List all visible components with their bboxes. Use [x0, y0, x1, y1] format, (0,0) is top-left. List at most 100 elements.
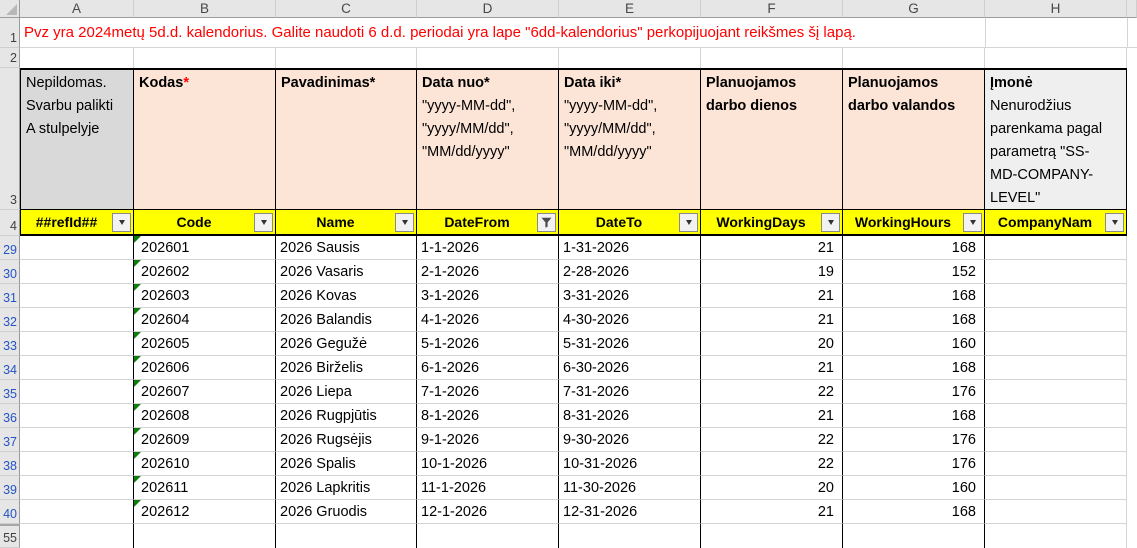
cell-workinghours[interactable]: 176 [843, 380, 985, 404]
empty-cell[interactable] [985, 48, 1127, 68]
empty-cell[interactable] [417, 524, 559, 548]
desc-workinghours[interactable]: Planuojamos darbo valandos [843, 68, 985, 210]
cell-name[interactable]: 2026 Sausis [276, 236, 417, 260]
cell-datefrom[interactable]: 4-1-2026 [417, 308, 559, 332]
cell-workingdays[interactable]: 21 [701, 500, 843, 524]
empty-cell[interactable] [134, 48, 276, 68]
cell-datefrom[interactable]: 10-1-2026 [417, 452, 559, 476]
empty-cell[interactable] [559, 524, 701, 548]
cell-note[interactable]: Pvz yra 2024metų 5d.d. kalendorius. Gali… [20, 18, 1137, 48]
cell-datefrom[interactable]: 6-1-2026 [417, 356, 559, 380]
cell-code[interactable]: 202604 [134, 308, 276, 332]
select-all-corner[interactable] [0, 0, 20, 18]
row-number[interactable]: 35 [0, 380, 20, 404]
cell-refid[interactable] [20, 500, 134, 524]
column-header-f[interactable]: F [701, 0, 843, 18]
cell-companyname[interactable] [985, 356, 1127, 380]
cell-workingdays[interactable]: 22 [701, 452, 843, 476]
cell-dateto[interactable]: 10-31-2026 [559, 452, 701, 476]
cell-refid[interactable] [20, 428, 134, 452]
filter-applied-button[interactable] [537, 212, 556, 232]
empty-cell[interactable] [276, 48, 417, 68]
row-number[interactable]: 29 [0, 236, 20, 260]
header-cell-companyname[interactable]: CompanyNam [985, 210, 1127, 236]
desc-name[interactable]: Pavadinimas* [276, 68, 417, 210]
cell-dateto[interactable]: 9-30-2026 [559, 428, 701, 452]
empty-cell[interactable] [701, 48, 843, 68]
cell-code[interactable]: 202611 [134, 476, 276, 500]
cell-dateto[interactable]: 1-31-2026 [559, 236, 701, 260]
cell-name[interactable]: 2026 Spalis [276, 452, 417, 476]
row-number[interactable]: 36 [0, 404, 20, 428]
cell-name[interactable]: 2026 Birželis [276, 356, 417, 380]
cell-companyname[interactable] [985, 452, 1127, 476]
cell-workingdays[interactable]: 21 [701, 356, 843, 380]
cell-dateto[interactable]: 7-31-2026 [559, 380, 701, 404]
empty-cell[interactable] [417, 48, 559, 68]
cell-code[interactable]: 202605 [134, 332, 276, 356]
cell-code[interactable]: 202601 [134, 236, 276, 260]
cell-dateto[interactable]: 6-30-2026 [559, 356, 701, 380]
row-number[interactable]: 1 [0, 18, 20, 48]
filter-dropdown-button[interactable] [821, 212, 840, 232]
cell-code[interactable]: 202612 [134, 500, 276, 524]
row-number[interactable]: 38 [0, 452, 20, 476]
row-number[interactable]: 2 [0, 48, 20, 68]
cell-dateto[interactable]: 12-31-2026 [559, 500, 701, 524]
row-number[interactable]: 34 [0, 356, 20, 380]
row-number[interactable]: 31 [0, 284, 20, 308]
filter-dropdown-button[interactable] [679, 212, 698, 232]
cell-code[interactable]: 202608 [134, 404, 276, 428]
cell-datefrom[interactable]: 5-1-2026 [417, 332, 559, 356]
cell-workinghours[interactable]: 160 [843, 476, 985, 500]
cell-companyname[interactable] [985, 428, 1127, 452]
cell-workinghours[interactable]: 152 [843, 260, 985, 284]
cell-name[interactable]: 2026 Rugsėjis [276, 428, 417, 452]
cell-workinghours[interactable]: 176 [843, 428, 985, 452]
cell-workingdays[interactable]: 21 [701, 308, 843, 332]
empty-cell[interactable] [701, 524, 843, 548]
filter-dropdown-button[interactable] [254, 212, 273, 232]
empty-cell[interactable] [20, 524, 134, 548]
header-cell-name[interactable]: Name [276, 210, 417, 236]
empty-cell[interactable] [843, 48, 985, 68]
cell-refid[interactable] [20, 452, 134, 476]
cell-dateto[interactable]: 2-28-2026 [559, 260, 701, 284]
column-header-g[interactable]: G [843, 0, 985, 18]
cell-code[interactable]: 202610 [134, 452, 276, 476]
desc-dateto[interactable]: Data iki* "yyyy-MM-dd", "yyyy/MM/dd", "M… [559, 68, 701, 210]
empty-cell[interactable] [559, 48, 701, 68]
cell-refid[interactable] [20, 260, 134, 284]
cell-refid[interactable] [20, 404, 134, 428]
desc-datefrom[interactable]: Data nuo* "yyyy-MM-dd", "yyyy/MM/dd", "M… [417, 68, 559, 210]
desc-code[interactable]: Kodas* [134, 68, 276, 210]
filter-dropdown-button[interactable] [1105, 212, 1124, 232]
column-header-d[interactable]: D [417, 0, 559, 18]
cell-name[interactable]: 2026 Lapkritis [276, 476, 417, 500]
cell-refid[interactable] [20, 236, 134, 260]
empty-cell[interactable] [276, 524, 417, 548]
cell-refid[interactable] [20, 476, 134, 500]
cell-name[interactable]: 2026 Kovas [276, 284, 417, 308]
cell-companyname[interactable] [985, 500, 1127, 524]
cell-workingdays[interactable]: 21 [701, 236, 843, 260]
cell-datefrom[interactable]: 2-1-2026 [417, 260, 559, 284]
cell-name[interactable]: 2026 Vasaris [276, 260, 417, 284]
column-header-c[interactable]: C [276, 0, 417, 18]
cell-code[interactable]: 202606 [134, 356, 276, 380]
header-cell-workingdays[interactable]: WorkingDays [701, 210, 843, 236]
header-cell-workinghours[interactable]: WorkingHours [843, 210, 985, 236]
cell-refid[interactable] [20, 332, 134, 356]
row-number[interactable]: 30 [0, 260, 20, 284]
cell-dateto[interactable]: 8-31-2026 [559, 404, 701, 428]
desc-workingdays[interactable]: Planuojamos darbo dienos [701, 68, 843, 210]
cell-workinghours[interactable]: 168 [843, 308, 985, 332]
header-cell-datefrom[interactable]: DateFrom [417, 210, 559, 236]
cell-name[interactable]: 2026 Balandis [276, 308, 417, 332]
cell-companyname[interactable] [985, 308, 1127, 332]
filter-dropdown-button[interactable] [395, 212, 414, 232]
cell-datefrom[interactable]: 3-1-2026 [417, 284, 559, 308]
header-cell-code[interactable]: Code [134, 210, 276, 236]
column-header-h[interactable]: H [985, 0, 1127, 18]
cell-workingdays[interactable]: 22 [701, 380, 843, 404]
